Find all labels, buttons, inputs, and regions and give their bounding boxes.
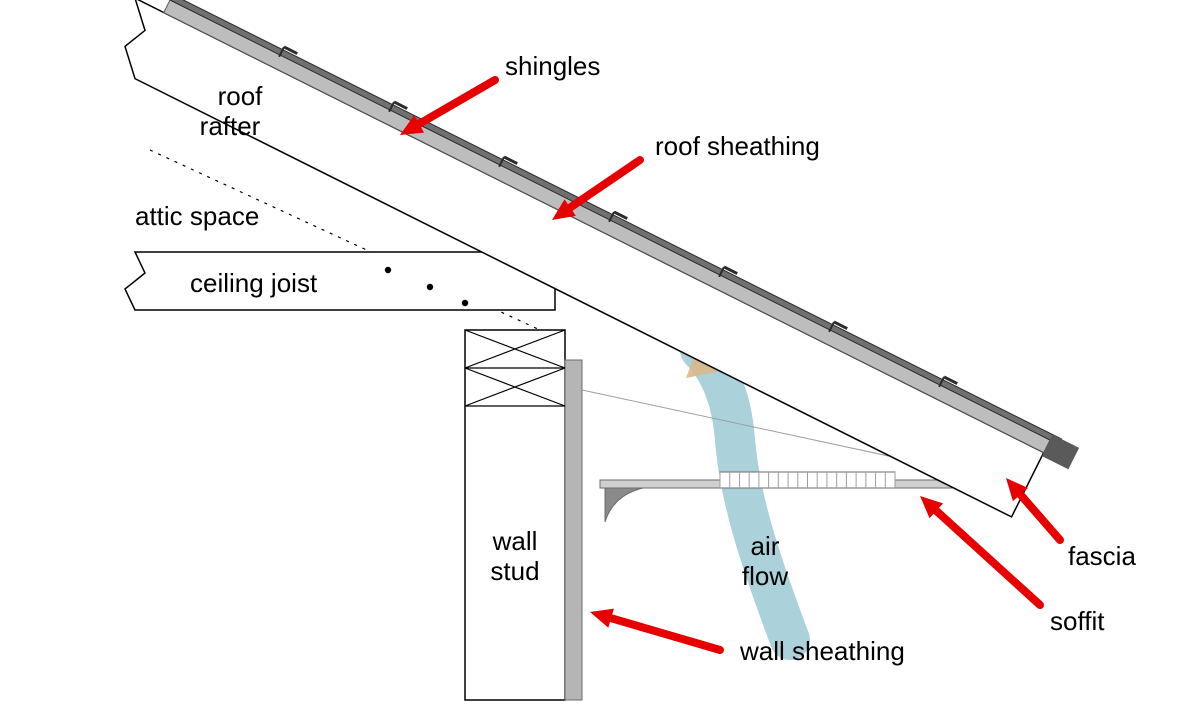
callout-head-wall_sheathing bbox=[590, 609, 614, 628]
label-roof_rafter_2: rafter bbox=[200, 111, 261, 141]
label-wall_sheathing: wall sheathing bbox=[739, 636, 905, 666]
label-wall_stud_1: wall bbox=[492, 526, 538, 556]
wall-stud bbox=[465, 330, 565, 700]
soffit-vent bbox=[720, 472, 895, 488]
label-soffit: soffit bbox=[1050, 606, 1105, 636]
roof-eave-diagram: shingles roof sheathing roofrafter attic sp… bbox=[0, 0, 1200, 720]
label-attic_space: attic space bbox=[135, 201, 259, 231]
callout-fascia bbox=[1020, 495, 1060, 540]
callout-wall_sheathing bbox=[611, 618, 720, 650]
label-roof_rafter_1: roof bbox=[218, 81, 264, 111]
label-ceiling_joist: ceiling joist bbox=[190, 268, 318, 298]
callout-shingles bbox=[419, 80, 495, 124]
label-air_1: air bbox=[751, 531, 780, 561]
wall-assembly bbox=[465, 330, 582, 700]
label-air_2: flow bbox=[742, 561, 788, 591]
label-shingles: shingles bbox=[505, 51, 600, 81]
label-roof_sheathing: roof sheathing bbox=[655, 131, 820, 161]
label-wall_stud_2: stud bbox=[490, 556, 539, 586]
wall-sheathing bbox=[565, 360, 582, 700]
label-fascia: fascia bbox=[1068, 541, 1136, 571]
callout-soffit bbox=[936, 511, 1040, 605]
callout-roof_sheathing bbox=[570, 160, 640, 208]
